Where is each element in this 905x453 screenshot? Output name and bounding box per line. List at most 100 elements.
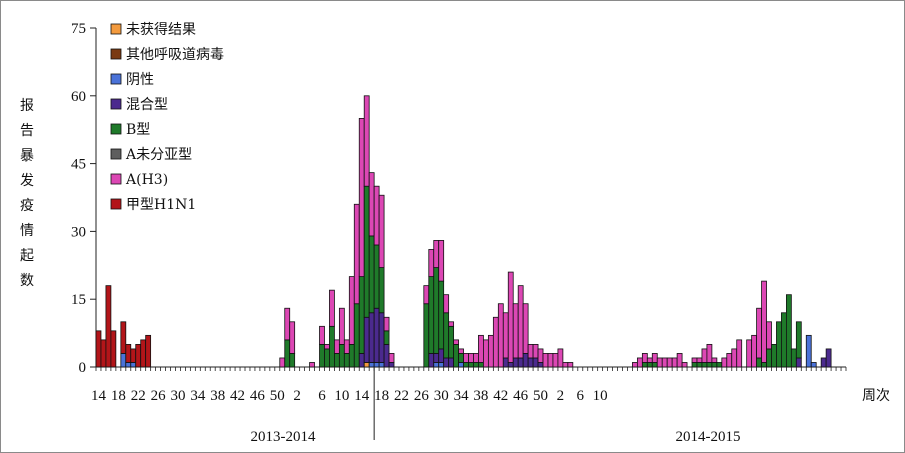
x-tick-label-24: 6: [577, 388, 585, 404]
bar-segment-6: [666, 357, 673, 368]
legend-swatch-5: [110, 148, 122, 160]
bar-segment-4: [338, 343, 345, 368]
legend-label-5: A未分亚型: [125, 147, 192, 163]
bar-segment-6: [676, 353, 683, 368]
bar-segment-6: [458, 348, 464, 354]
bar-segment-4: [478, 362, 484, 368]
bar-segment-4: [706, 362, 713, 368]
bar-segment-6: [691, 357, 698, 363]
legend-swatch-6: [110, 173, 122, 185]
bar-segment-7: [120, 321, 127, 354]
legend-label-3: 混合型: [126, 97, 168, 113]
x-tick-label-25: 10: [593, 388, 608, 404]
bar-segment-6: [363, 95, 370, 187]
bar-segment-3: [512, 357, 519, 368]
bar-segment-4: [363, 185, 370, 318]
bar-segment-6: [696, 357, 703, 363]
bar-segment-6: [338, 307, 345, 345]
bar-segment-6: [636, 357, 643, 368]
x-tick-label-10: 2: [293, 388, 301, 404]
bar-segment-4: [795, 321, 802, 359]
x-tick-label-17: 30: [434, 388, 449, 404]
bar-segment-6: [671, 357, 678, 368]
bar-segment-3: [517, 357, 524, 368]
legend-label-1: 其他呼吸道病毒: [126, 47, 224, 63]
bar-segment-4: [646, 362, 653, 368]
bar-segment-6: [756, 307, 762, 359]
bar-segment-3: [502, 357, 509, 368]
bar-segment-6: [368, 172, 375, 237]
bar-segment-6: [751, 334, 757, 368]
bar-segment-6: [329, 289, 335, 327]
x-tick-label-15: 22: [394, 388, 409, 404]
bar-segment-4: [711, 362, 718, 368]
x-tick-label-5: 34: [190, 388, 206, 404]
legend-swatch-4: [110, 123, 122, 135]
y-tick-label-5: 75: [71, 21, 86, 37]
x-tick-label-8: 46: [250, 388, 266, 404]
bar-segment-6: [423, 285, 430, 305]
legend-swatch-2: [110, 73, 122, 85]
bar-segment-4: [691, 362, 698, 368]
bar-segment-2: [805, 334, 812, 368]
bar-segment-4: [458, 353, 464, 363]
bar-segment-4: [463, 362, 469, 368]
bar-segment-6: [487, 334, 494, 368]
x-tick-label-16: 26: [414, 388, 430, 404]
bar-segment-3: [438, 348, 445, 363]
bar-segment-4: [468, 362, 474, 368]
bar-segment-6: [438, 240, 445, 282]
bar-segment-4: [771, 343, 777, 368]
bar-segment-3: [825, 348, 832, 368]
x-tick-label-11: 6: [318, 388, 326, 404]
bar-segment-4: [443, 312, 450, 359]
y-axis-label-char: 情: [20, 223, 34, 239]
bar-segment-6: [443, 294, 450, 314]
bar-segment-4: [368, 235, 375, 314]
bar-segment-6: [284, 307, 291, 341]
bar-segment-6: [562, 362, 569, 368]
season-label-0: 2013-2014: [251, 429, 316, 445]
y-tick-label-2: 30: [71, 224, 86, 240]
y-axis-label-char: 告: [20, 123, 34, 139]
bar-segment-4: [329, 325, 335, 368]
bar-segment-4: [438, 280, 445, 350]
y-tick-label-4: 60: [71, 89, 86, 105]
bar-segment-4: [428, 276, 435, 354]
bar-segment-6: [453, 339, 459, 345]
bar-segment-6: [433, 240, 440, 268]
x-tick-label-6: 38: [210, 388, 225, 404]
bar-segment-2: [433, 362, 440, 368]
bar-segment-4: [343, 353, 350, 368]
bar-segment-4: [761, 362, 767, 368]
bar-segment-6: [512, 303, 519, 359]
bar-segment-6: [651, 353, 658, 363]
x-tick-label-4: 30: [170, 388, 185, 404]
bar-segment-7: [145, 334, 152, 368]
bar-segment-6: [701, 348, 708, 363]
bar-segment-6: [527, 343, 534, 359]
bar-segment-4: [453, 343, 459, 368]
bar-segment-4: [701, 362, 708, 368]
bar-segment-6: [348, 276, 355, 345]
bar-segment-3: [522, 353, 529, 368]
bar-segment-6: [567, 362, 574, 368]
bar-segment-4: [716, 362, 723, 368]
legend-swatch-0: [110, 23, 122, 35]
x-tick-label-0: 14: [91, 388, 107, 404]
bar-segment-4: [319, 343, 325, 368]
bar-segment-2: [373, 362, 380, 368]
bar-segment-6: [468, 353, 474, 363]
bar-segment-6: [661, 357, 668, 368]
bar-segment-6: [383, 316, 390, 332]
bar-segment-4: [348, 343, 355, 368]
bar-segment-6: [646, 357, 653, 363]
x-tick-label-1: 18: [111, 388, 126, 404]
bar-segment-2: [120, 353, 127, 368]
bar-segment-3: [428, 353, 435, 368]
bar-segment-6: [309, 362, 315, 368]
legend-swatch-3: [110, 98, 122, 110]
bar-segment-4: [358, 276, 365, 354]
x-tick-label-9: 50: [270, 388, 285, 404]
